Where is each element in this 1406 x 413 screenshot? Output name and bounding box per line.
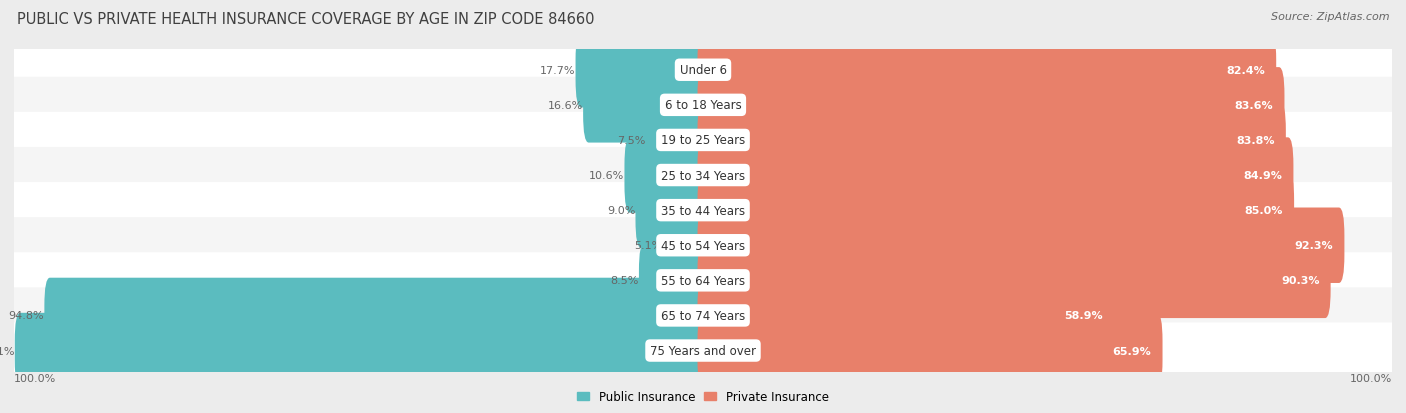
FancyBboxPatch shape bbox=[697, 68, 1285, 143]
FancyBboxPatch shape bbox=[697, 243, 1330, 318]
Text: 25 to 34 Years: 25 to 34 Years bbox=[661, 169, 745, 182]
Text: 55 to 64 Years: 55 to 64 Years bbox=[661, 274, 745, 287]
Text: 16.6%: 16.6% bbox=[548, 101, 583, 111]
FancyBboxPatch shape bbox=[697, 313, 1163, 388]
Text: 82.4%: 82.4% bbox=[1226, 66, 1265, 76]
Text: 94.8%: 94.8% bbox=[8, 311, 45, 320]
Text: 65.9%: 65.9% bbox=[1112, 346, 1152, 356]
Text: 90.3%: 90.3% bbox=[1281, 275, 1320, 286]
Text: 17.7%: 17.7% bbox=[540, 66, 575, 76]
Legend: Public Insurance, Private Insurance: Public Insurance, Private Insurance bbox=[572, 385, 834, 408]
Text: 100.0%: 100.0% bbox=[14, 373, 56, 383]
FancyBboxPatch shape bbox=[636, 173, 709, 248]
Text: 84.9%: 84.9% bbox=[1243, 171, 1282, 180]
Text: 35 to 44 Years: 35 to 44 Years bbox=[661, 204, 745, 217]
FancyBboxPatch shape bbox=[645, 103, 709, 178]
Text: 19 to 25 Years: 19 to 25 Years bbox=[661, 134, 745, 147]
Text: 9.0%: 9.0% bbox=[607, 206, 636, 216]
Text: 100.0%: 100.0% bbox=[1350, 373, 1392, 383]
Text: 6 to 18 Years: 6 to 18 Years bbox=[665, 99, 741, 112]
Text: 83.6%: 83.6% bbox=[1234, 101, 1274, 111]
Text: 10.6%: 10.6% bbox=[589, 171, 624, 180]
Text: 92.3%: 92.3% bbox=[1295, 241, 1333, 251]
FancyBboxPatch shape bbox=[45, 278, 709, 353]
FancyBboxPatch shape bbox=[13, 183, 1393, 239]
Text: 7.5%: 7.5% bbox=[617, 135, 645, 146]
FancyBboxPatch shape bbox=[697, 103, 1286, 178]
Text: 58.9%: 58.9% bbox=[1064, 311, 1104, 320]
FancyBboxPatch shape bbox=[13, 323, 1393, 379]
FancyBboxPatch shape bbox=[13, 253, 1393, 309]
FancyBboxPatch shape bbox=[13, 78, 1393, 133]
FancyBboxPatch shape bbox=[624, 138, 709, 213]
FancyBboxPatch shape bbox=[697, 278, 1115, 353]
FancyBboxPatch shape bbox=[697, 208, 1344, 283]
FancyBboxPatch shape bbox=[13, 288, 1393, 344]
FancyBboxPatch shape bbox=[575, 33, 709, 108]
Text: 65 to 74 Years: 65 to 74 Years bbox=[661, 309, 745, 322]
FancyBboxPatch shape bbox=[14, 313, 709, 388]
Text: 85.0%: 85.0% bbox=[1244, 206, 1284, 216]
Text: PUBLIC VS PRIVATE HEALTH INSURANCE COVERAGE BY AGE IN ZIP CODE 84660: PUBLIC VS PRIVATE HEALTH INSURANCE COVER… bbox=[17, 12, 595, 27]
Text: 5.1%: 5.1% bbox=[634, 241, 662, 251]
FancyBboxPatch shape bbox=[697, 33, 1277, 108]
FancyBboxPatch shape bbox=[583, 68, 709, 143]
FancyBboxPatch shape bbox=[13, 147, 1393, 204]
FancyBboxPatch shape bbox=[13, 113, 1393, 169]
FancyBboxPatch shape bbox=[697, 173, 1294, 248]
Text: Source: ZipAtlas.com: Source: ZipAtlas.com bbox=[1271, 12, 1389, 22]
Text: 75 Years and over: 75 Years and over bbox=[650, 344, 756, 357]
Text: 83.8%: 83.8% bbox=[1236, 135, 1275, 146]
Text: 99.1%: 99.1% bbox=[0, 346, 14, 356]
FancyBboxPatch shape bbox=[662, 208, 709, 283]
Text: Under 6: Under 6 bbox=[679, 64, 727, 77]
FancyBboxPatch shape bbox=[638, 243, 709, 318]
Text: 45 to 54 Years: 45 to 54 Years bbox=[661, 239, 745, 252]
Text: 8.5%: 8.5% bbox=[610, 275, 638, 286]
FancyBboxPatch shape bbox=[13, 218, 1393, 274]
FancyBboxPatch shape bbox=[697, 138, 1294, 213]
FancyBboxPatch shape bbox=[13, 43, 1393, 99]
